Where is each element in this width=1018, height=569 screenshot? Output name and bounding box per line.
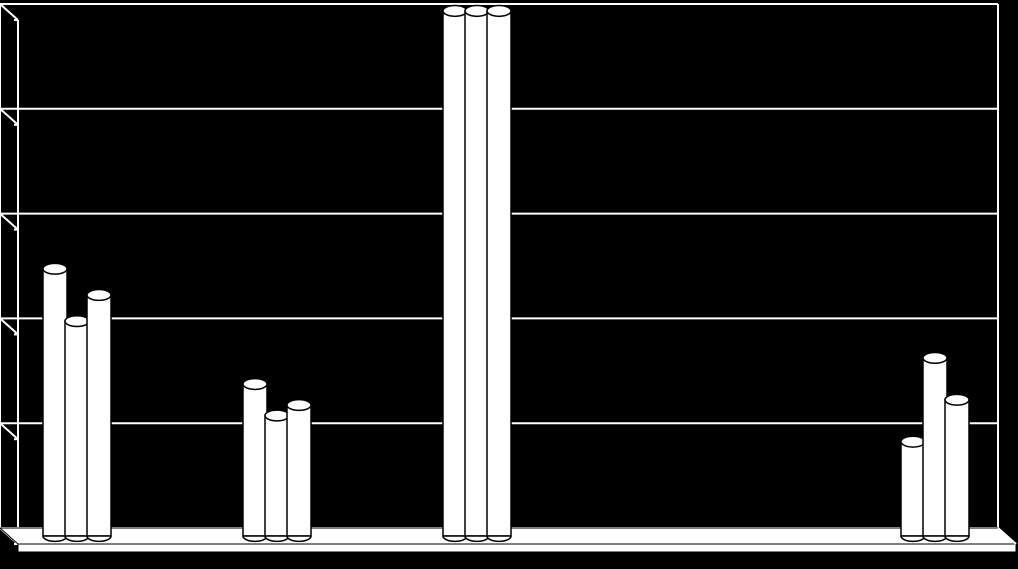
bar-chart-3d [0,0,1018,569]
chart-canvas [0,0,1018,569]
